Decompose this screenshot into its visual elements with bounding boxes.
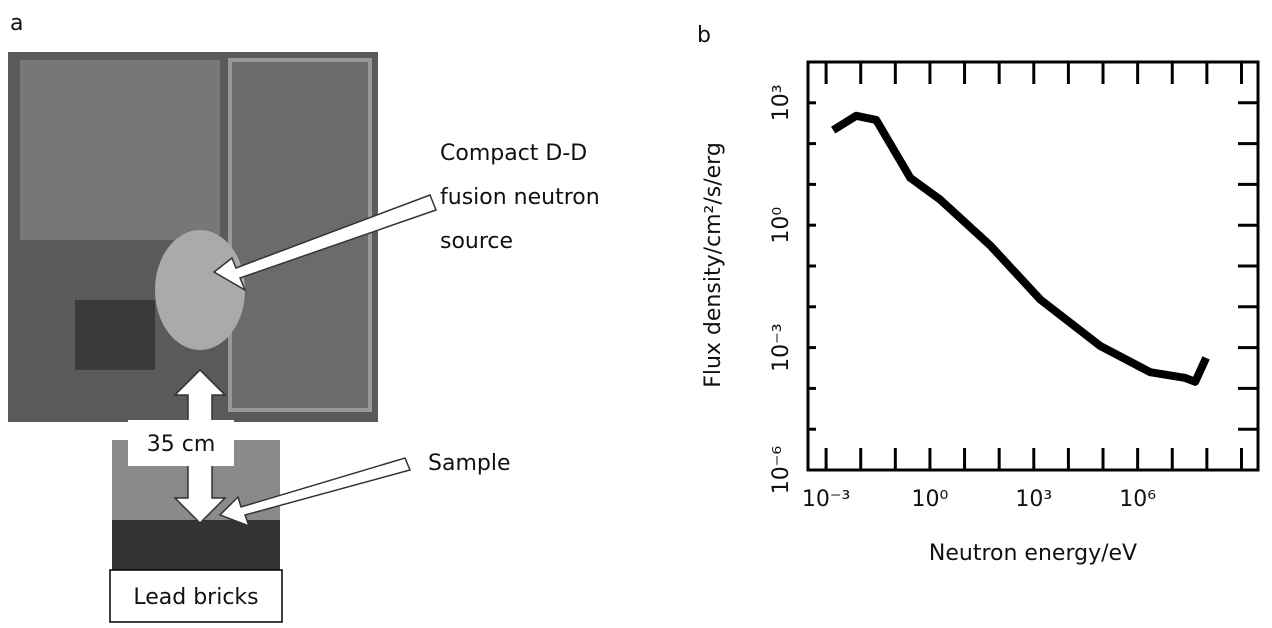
y-tick-label: 10⁰ bbox=[769, 207, 794, 244]
photo-detail bbox=[20, 60, 220, 240]
y-tick-label: 10⁻⁶ bbox=[769, 446, 794, 495]
arrow bbox=[212, 194, 437, 292]
arrow bbox=[218, 457, 412, 528]
photo-detail bbox=[112, 520, 280, 570]
x-tick-label: 10⁻³ bbox=[802, 487, 850, 512]
label-box bbox=[128, 420, 234, 466]
sample-annotation: Sample bbox=[428, 451, 511, 476]
photo-detail bbox=[155, 230, 245, 350]
photo-detail bbox=[75, 300, 155, 370]
y-axis-label: Flux density/cm²/s/erg bbox=[701, 142, 726, 388]
source-annotation: source bbox=[440, 229, 513, 254]
bricks-label: Lead bricks bbox=[133, 585, 258, 610]
panel-label: b bbox=[697, 23, 711, 48]
x-tick-label: 10³ bbox=[1015, 487, 1052, 512]
x-tick-label: 10⁶ bbox=[1119, 487, 1156, 512]
y-tick-label: 10³ bbox=[769, 84, 794, 121]
y-tick-label: 10⁻³ bbox=[769, 323, 794, 371]
panel-label: a bbox=[10, 11, 23, 36]
distance-label: 35 cm bbox=[147, 432, 216, 457]
x-tick-label: 10⁰ bbox=[912, 487, 949, 512]
flux-line bbox=[831, 111, 1210, 386]
x-axis-label: Neutron energy/eV bbox=[929, 541, 1137, 566]
label-box bbox=[109, 569, 283, 623]
source-annotation: Compact D-D bbox=[440, 141, 587, 166]
source-annotation: fusion neutron bbox=[440, 185, 600, 210]
